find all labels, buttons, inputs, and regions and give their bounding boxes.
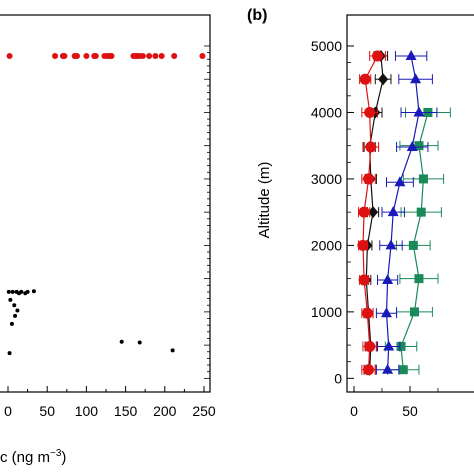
panel-a-point — [19, 289, 24, 294]
panel-b-marker — [363, 173, 375, 185]
panel-b-marker — [394, 176, 406, 187]
panel-a-point — [61, 52, 68, 59]
panel-a-point — [52, 52, 59, 59]
panel-b-marker — [414, 274, 424, 284]
panel-a-point — [8, 297, 13, 302]
panel-b-marker — [418, 174, 428, 184]
panel-b-marker — [382, 273, 394, 284]
panel-b-marker — [396, 341, 406, 351]
panel-a-point — [92, 52, 99, 59]
panel-b-x-tick-label: 0 — [350, 403, 358, 419]
panel-b-y-tick-label: 1000 — [311, 304, 342, 320]
panel-a-point — [83, 52, 90, 59]
panel-a-x-axis-title-main: c (ng m — [0, 449, 50, 466]
panel-b-marker — [409, 307, 419, 317]
panel-b-marker — [414, 141, 424, 151]
panel-b-marker — [380, 307, 392, 318]
panel-a-x-ticks: 0 50 100 150 200 250 — [4, 386, 216, 419]
panel-a-data-points — [6, 52, 206, 356]
panel-a-point — [171, 52, 178, 59]
panel-a-x-axis-title-sup: −3 — [50, 448, 62, 459]
panel-a-x-tick-label: 50 — [39, 403, 55, 419]
panel-a-point — [9, 321, 14, 326]
panel-a-scatter: 0 50 100 150 200 250 c (ng m−3) — [0, 14, 216, 466]
panel-b-marker — [357, 239, 369, 251]
panel-a-point — [13, 313, 18, 318]
panel-b-marker — [383, 340, 395, 351]
panel-a-point — [158, 52, 165, 59]
panel-b-marker — [406, 141, 418, 152]
panel-a-right-minor-ticks — [204, 45, 210, 379]
panel-b-marker — [378, 73, 389, 86]
panel-a-point — [10, 289, 15, 294]
panel-b-series-circle — [357, 50, 386, 376]
panel-b-x-tick-label: 50 — [402, 403, 418, 419]
panel-b-marker — [359, 73, 371, 85]
panel-b-marker — [365, 141, 377, 153]
panel-a-x-tick-label: 200 — [153, 403, 177, 419]
panel-b-marker — [361, 307, 373, 319]
panel-a-point — [12, 303, 17, 308]
panel-a-point — [146, 52, 153, 59]
panel-a-point — [15, 308, 20, 313]
panel-b-marker — [410, 73, 422, 84]
panel-b-marker — [416, 207, 426, 217]
panel-a-x-axis-title-close: ) — [61, 449, 66, 466]
panel-b-y-axis-title: Altitude (m) — [256, 162, 273, 239]
panel-a-x-tick-label: 100 — [75, 403, 99, 419]
panel-b-marker — [385, 239, 397, 250]
panel-b-y-tick-label: 2000 — [311, 237, 342, 253]
panel-b-marker — [358, 206, 370, 218]
panel-a-x-tick-label: 0 — [4, 403, 12, 419]
panel-a-point — [170, 348, 175, 353]
panel-a-point — [137, 340, 142, 345]
panel-b-y-tick-label: 4000 — [311, 104, 342, 120]
panel-a-point — [25, 289, 30, 294]
panel-b-marker — [398, 365, 408, 375]
panel-b-marker — [387, 206, 399, 217]
panel-a-x-tick-label: 150 — [114, 403, 138, 419]
panel-b-y-ticks: 0 1000 2000 3000 4000 5000 — [311, 38, 354, 386]
panel-a-point — [108, 52, 115, 59]
panel-b-plot-frame — [346, 14, 474, 393]
panel-b-marker — [372, 50, 384, 62]
panel-a-point — [139, 52, 146, 59]
panel-b-series — [357, 49, 451, 376]
panel-a-point — [6, 52, 13, 59]
panel-a-x-axis-title: c (ng m−3) — [0, 448, 66, 466]
panel-a-point — [73, 52, 80, 59]
panel-b-marker — [363, 364, 375, 376]
panel-b-y-tick-label: 5000 — [311, 38, 342, 54]
panel-b-marker — [413, 106, 425, 117]
panel-b-marker — [408, 240, 418, 250]
panel-b-y-tick-label: 0 — [334, 370, 342, 386]
panel-b-marker — [364, 106, 376, 118]
panel-b-label: (b) — [247, 7, 267, 24]
panel-b-x-ticks: 0 50 — [350, 386, 439, 419]
panel-b-series-triangle — [375, 49, 438, 375]
panel-a-point — [199, 52, 206, 59]
panel-b-marker — [405, 49, 417, 60]
panel-b-profile: (b) 0 1000 2000 3000 4000 5000 0 50 Altitude (… — [247, 7, 474, 419]
panel-b-marker — [368, 206, 379, 219]
panel-a-point — [31, 289, 36, 294]
panel-a-point — [7, 351, 12, 356]
panel-a-point — [6, 289, 11, 294]
panel-b-series-square — [384, 107, 451, 375]
panel-b-marker — [358, 274, 370, 286]
panel-b-marker — [382, 363, 394, 374]
panel-a-x-tick-label: 250 — [192, 403, 216, 419]
panel-b-marker — [364, 340, 376, 352]
panel-a-point — [119, 339, 124, 344]
panel-b-y-tick-label: 3000 — [311, 171, 342, 187]
panel-a-point — [152, 52, 159, 59]
panel-a-plot-frame — [0, 14, 211, 393]
